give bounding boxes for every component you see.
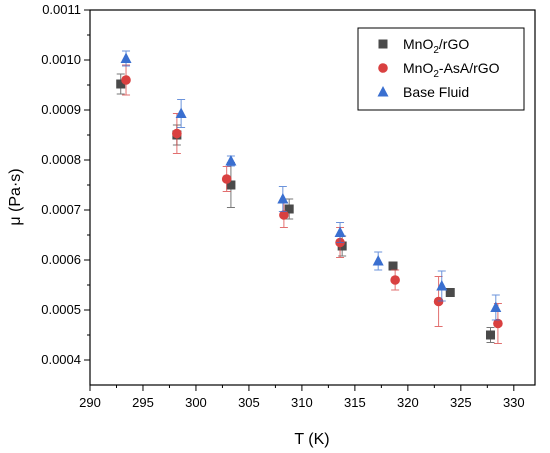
legend-label: MnO2/rGO <box>403 36 469 56</box>
data-point <box>277 193 289 204</box>
legend-marker <box>378 63 388 73</box>
y-tick-label: 0.0005 <box>41 302 81 317</box>
x-tick-label: 305 <box>238 395 260 410</box>
series-group <box>120 50 502 321</box>
data-point <box>121 75 131 85</box>
data-point <box>279 210 289 220</box>
y-tick-label: 0.0004 <box>41 352 81 367</box>
x-tick-label: 290 <box>79 395 101 410</box>
y-axis-title: μ (Pa·s) <box>7 168 24 225</box>
y-tick-label: 0.0006 <box>41 252 81 267</box>
y-tick-label: 0.0010 <box>41 52 81 67</box>
x-tick-label: 295 <box>132 395 154 410</box>
data-point <box>221 174 232 184</box>
x-axis: 290 295 300 305 310 315 320 325 330 <box>79 385 525 410</box>
x-tick-label: 315 <box>344 395 366 410</box>
y-axis: 0.0004 0.0005 0.0006 0.0007 0.0008 0.0009 0.00… <box>41 2 90 367</box>
plot-frame <box>89 9 536 386</box>
data-point <box>372 255 384 266</box>
legend-marker <box>378 39 388 49</box>
data-point <box>175 107 187 118</box>
series-group <box>121 64 503 344</box>
y-tick-label: 0.0007 <box>41 202 81 217</box>
data-point <box>493 318 503 329</box>
x-tick-label: 300 <box>185 395 207 410</box>
data-point <box>172 128 182 139</box>
data-point <box>116 79 126 89</box>
legend: MnO2/rGO MnO2-AsA/rGO Base Fluid <box>357 27 525 111</box>
data-point <box>225 155 237 166</box>
x-axis-title: T (K) <box>294 431 329 448</box>
data-point <box>388 261 398 271</box>
data-point <box>486 330 495 340</box>
x-tick-label: 330 <box>503 395 525 410</box>
y-tick-label: 0.0011 <box>42 2 81 17</box>
data-point <box>390 275 400 285</box>
x-tick-label: 320 <box>397 395 419 410</box>
legend-label: Base Fluid <box>403 84 469 100</box>
y-tick-label: 0.0008 <box>41 152 81 167</box>
y-tick-label: 0.0009 <box>41 102 81 117</box>
data-point <box>284 204 294 214</box>
data-point <box>226 180 236 190</box>
x-tick-label: 310 <box>291 395 313 410</box>
data-point <box>120 52 132 63</box>
data-point <box>334 226 346 237</box>
legend-label: MnO2-AsA/rGO <box>403 60 500 80</box>
x-tick-label: 325 <box>450 395 472 410</box>
data-point <box>490 301 502 312</box>
data-point <box>445 288 455 297</box>
data-point <box>436 280 448 291</box>
legend-marker <box>377 86 389 97</box>
series-layer <box>116 50 503 344</box>
